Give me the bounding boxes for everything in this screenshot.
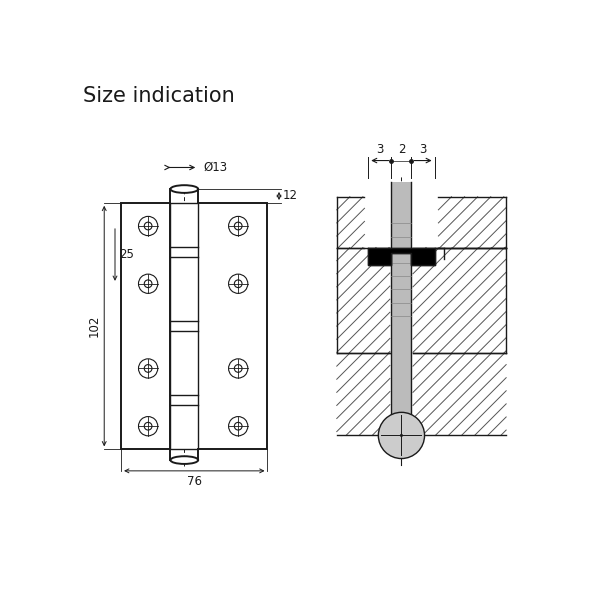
Circle shape — [144, 365, 152, 372]
Circle shape — [144, 222, 152, 230]
Circle shape — [229, 359, 248, 378]
Circle shape — [229, 217, 248, 236]
Circle shape — [400, 434, 403, 437]
Circle shape — [139, 217, 158, 236]
Ellipse shape — [170, 185, 198, 193]
Text: 3: 3 — [376, 143, 383, 156]
Circle shape — [139, 274, 158, 293]
Circle shape — [379, 412, 425, 458]
Text: 25: 25 — [119, 248, 134, 262]
Text: 12: 12 — [283, 190, 298, 202]
Bar — [170, 203, 198, 449]
Circle shape — [144, 422, 152, 430]
Circle shape — [139, 359, 158, 378]
Bar — [391, 182, 412, 415]
Text: Ø13: Ø13 — [203, 161, 227, 174]
Text: 102: 102 — [88, 315, 101, 337]
Bar — [198, 203, 268, 449]
Circle shape — [235, 365, 242, 372]
Bar — [121, 203, 170, 449]
Circle shape — [229, 416, 248, 436]
Text: 2: 2 — [398, 143, 405, 156]
Circle shape — [235, 280, 242, 287]
Circle shape — [144, 280, 152, 287]
Text: 3: 3 — [419, 143, 427, 156]
Ellipse shape — [170, 456, 198, 464]
Circle shape — [235, 422, 242, 430]
Text: Size indication: Size indication — [83, 86, 235, 106]
Text: 76: 76 — [187, 475, 202, 488]
Polygon shape — [368, 248, 434, 265]
Circle shape — [139, 416, 158, 436]
Circle shape — [235, 222, 242, 230]
Circle shape — [229, 274, 248, 293]
